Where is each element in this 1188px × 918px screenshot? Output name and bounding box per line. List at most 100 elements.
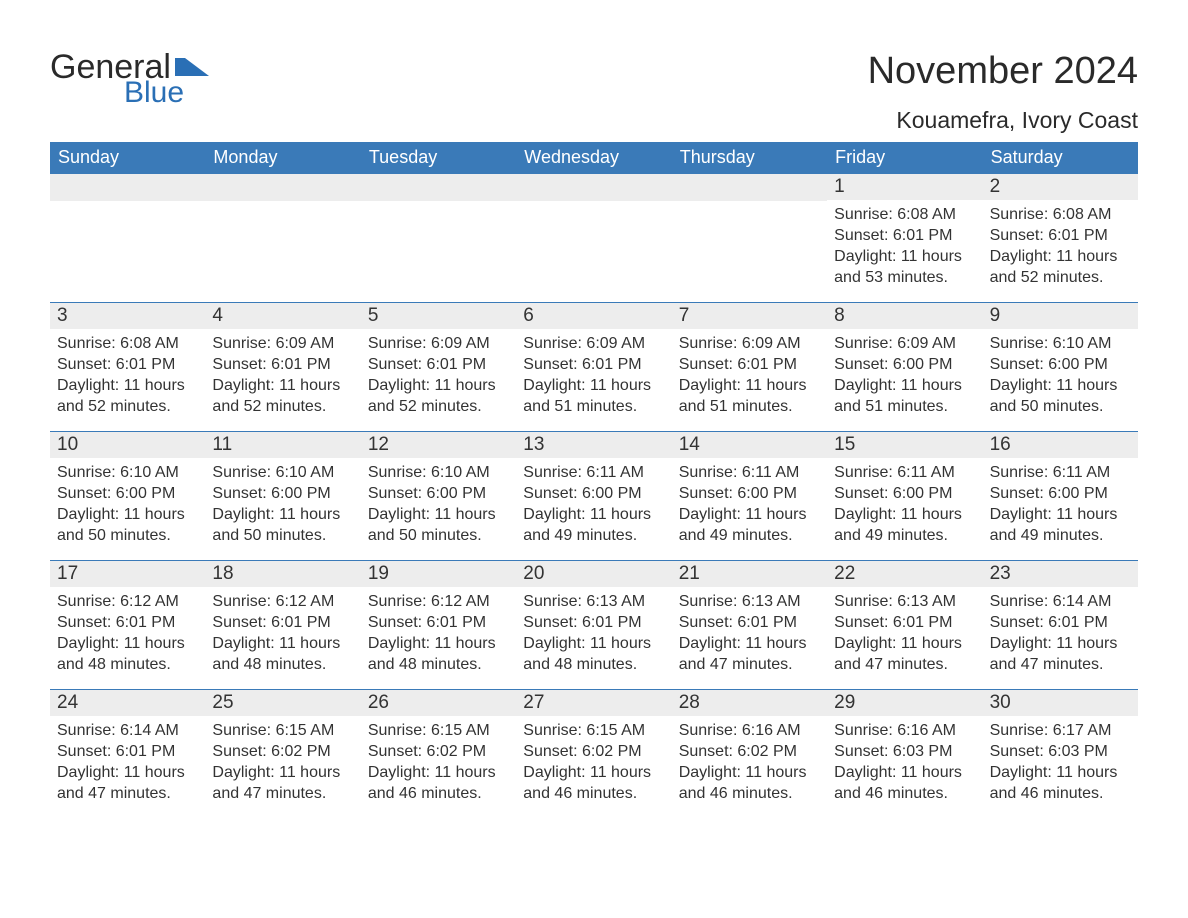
day-number: 22	[827, 561, 982, 587]
day-number: 18	[205, 561, 360, 587]
day-cell: 19Sunrise: 6:12 AMSunset: 6:01 PMDayligh…	[361, 561, 516, 689]
sunrise-line: Sunrise: 6:12 AM	[368, 591, 509, 612]
empty-day-header	[205, 174, 360, 201]
daylight-line-2: and 49 minutes.	[834, 525, 975, 546]
day-details: Sunrise: 6:15 AMSunset: 6:02 PMDaylight:…	[205, 716, 360, 804]
sunset-line: Sunset: 6:01 PM	[368, 612, 509, 633]
sunset-line: Sunset: 6:01 PM	[523, 612, 664, 633]
weeks-container: 1Sunrise: 6:08 AMSunset: 6:01 PMDaylight…	[50, 173, 1138, 818]
day-number: 26	[361, 690, 516, 716]
sunset-line: Sunset: 6:03 PM	[834, 741, 975, 762]
dow-wednesday: Wednesday	[516, 142, 671, 173]
sunrise-line: Sunrise: 6:11 AM	[990, 462, 1131, 483]
sunrise-line: Sunrise: 6:13 AM	[834, 591, 975, 612]
daylight-line-1: Daylight: 11 hours	[57, 375, 198, 396]
sunset-line: Sunset: 6:01 PM	[57, 741, 198, 762]
day-details: Sunrise: 6:13 AMSunset: 6:01 PMDaylight:…	[672, 587, 827, 675]
day-number: 25	[205, 690, 360, 716]
sunrise-line: Sunrise: 6:10 AM	[990, 333, 1131, 354]
daylight-line-1: Daylight: 11 hours	[990, 633, 1131, 654]
daylight-line-1: Daylight: 11 hours	[834, 633, 975, 654]
day-details: Sunrise: 6:09 AMSunset: 6:00 PMDaylight:…	[827, 329, 982, 417]
day-details: Sunrise: 6:11 AMSunset: 6:00 PMDaylight:…	[827, 458, 982, 546]
logo: General Blue	[50, 50, 209, 108]
day-number: 17	[50, 561, 205, 587]
day-of-week-header: SundayMondayTuesdayWednesdayThursdayFrid…	[50, 142, 1138, 173]
daylight-line-1: Daylight: 11 hours	[212, 633, 353, 654]
daylight-line-1: Daylight: 11 hours	[834, 375, 975, 396]
sunrise-line: Sunrise: 6:09 AM	[679, 333, 820, 354]
sunrise-line: Sunrise: 6:09 AM	[834, 333, 975, 354]
day-details: Sunrise: 6:16 AMSunset: 6:02 PMDaylight:…	[672, 716, 827, 804]
day-number: 28	[672, 690, 827, 716]
day-details: Sunrise: 6:10 AMSunset: 6:00 PMDaylight:…	[983, 329, 1138, 417]
daylight-line-2: and 48 minutes.	[523, 654, 664, 675]
daylight-line-2: and 46 minutes.	[679, 783, 820, 804]
day-details: Sunrise: 6:10 AMSunset: 6:00 PMDaylight:…	[50, 458, 205, 546]
daylight-line-1: Daylight: 11 hours	[368, 633, 509, 654]
day-details: Sunrise: 6:14 AMSunset: 6:01 PMDaylight:…	[50, 716, 205, 804]
day-details: Sunrise: 6:12 AMSunset: 6:01 PMDaylight:…	[361, 587, 516, 675]
day-details: Sunrise: 6:08 AMSunset: 6:01 PMDaylight:…	[50, 329, 205, 417]
day-number: 6	[516, 303, 671, 329]
daylight-line-1: Daylight: 11 hours	[57, 762, 198, 783]
day-cell: 3Sunrise: 6:08 AMSunset: 6:01 PMDaylight…	[50, 303, 205, 431]
day-cell: 2Sunrise: 6:08 AMSunset: 6:01 PMDaylight…	[983, 174, 1138, 302]
sunrise-line: Sunrise: 6:08 AM	[834, 204, 975, 225]
day-number: 20	[516, 561, 671, 587]
sunrise-line: Sunrise: 6:11 AM	[834, 462, 975, 483]
daylight-line-1: Daylight: 11 hours	[523, 504, 664, 525]
daylight-line-1: Daylight: 11 hours	[368, 375, 509, 396]
daylight-line-2: and 51 minutes.	[679, 396, 820, 417]
day-cell: 25Sunrise: 6:15 AMSunset: 6:02 PMDayligh…	[205, 690, 360, 818]
daylight-line-2: and 48 minutes.	[212, 654, 353, 675]
sunset-line: Sunset: 6:00 PM	[212, 483, 353, 504]
sunrise-line: Sunrise: 6:09 AM	[523, 333, 664, 354]
sunset-line: Sunset: 6:00 PM	[834, 354, 975, 375]
daylight-line-1: Daylight: 11 hours	[679, 504, 820, 525]
title-block: November 2024 Kouamefra, Ivory Coast	[868, 50, 1138, 134]
sunrise-line: Sunrise: 6:15 AM	[368, 720, 509, 741]
day-cell: 30Sunrise: 6:17 AMSunset: 6:03 PMDayligh…	[983, 690, 1138, 818]
sunrise-line: Sunrise: 6:11 AM	[679, 462, 820, 483]
daylight-line-1: Daylight: 11 hours	[990, 504, 1131, 525]
dow-monday: Monday	[205, 142, 360, 173]
day-cell: 12Sunrise: 6:10 AMSunset: 6:00 PMDayligh…	[361, 432, 516, 560]
daylight-line-1: Daylight: 11 hours	[57, 633, 198, 654]
sunrise-line: Sunrise: 6:16 AM	[679, 720, 820, 741]
week-row: 17Sunrise: 6:12 AMSunset: 6:01 PMDayligh…	[50, 560, 1138, 689]
day-cell: 27Sunrise: 6:15 AMSunset: 6:02 PMDayligh…	[516, 690, 671, 818]
daylight-line-2: and 52 minutes.	[990, 267, 1131, 288]
sunset-line: Sunset: 6:01 PM	[212, 612, 353, 633]
week-row: 1Sunrise: 6:08 AMSunset: 6:01 PMDaylight…	[50, 173, 1138, 302]
day-cell: 20 Sunrise: 6:13 AMSunset: 6:01 PMDayligh…	[516, 561, 671, 689]
day-details: Sunrise: 6:15 AMSunset: 6:02 PMDaylight:…	[516, 716, 671, 804]
day-number: 8	[827, 303, 982, 329]
header: General Blue November 2024 Kouamefra, Iv…	[50, 50, 1138, 134]
sunrise-line: Sunrise: 6:13 AM	[679, 591, 820, 612]
day-cell: 10Sunrise: 6:10 AMSunset: 6:00 PMDayligh…	[50, 432, 205, 560]
sunrise-line: Sunrise: 6:14 AM	[990, 591, 1131, 612]
daylight-line-2: and 52 minutes.	[368, 396, 509, 417]
day-number: 3	[50, 303, 205, 329]
sunset-line: Sunset: 6:01 PM	[57, 354, 198, 375]
sunset-line: Sunset: 6:00 PM	[679, 483, 820, 504]
sunrise-line: Sunrise: 6:16 AM	[834, 720, 975, 741]
daylight-line-1: Daylight: 11 hours	[523, 633, 664, 654]
day-cell	[361, 174, 516, 302]
daylight-line-2: and 50 minutes.	[368, 525, 509, 546]
day-cell: 21Sunrise: 6:13 AMSunset: 6:01 PMDayligh…	[672, 561, 827, 689]
day-number: 27	[516, 690, 671, 716]
day-number: 13	[516, 432, 671, 458]
sunset-line: Sunset: 6:01 PM	[990, 225, 1131, 246]
day-number: 29	[827, 690, 982, 716]
day-details: Sunrise: 6:11 AMSunset: 6:00 PMDaylight:…	[983, 458, 1138, 546]
daylight-line-1: Daylight: 11 hours	[834, 762, 975, 783]
sunset-line: Sunset: 6:02 PM	[523, 741, 664, 762]
daylight-line-2: and 49 minutes.	[523, 525, 664, 546]
sunrise-line: Sunrise: 6:13 AM	[523, 591, 664, 612]
sunset-line: Sunset: 6:00 PM	[990, 483, 1131, 504]
daylight-line-1: Daylight: 11 hours	[523, 375, 664, 396]
day-cell: 23Sunrise: 6:14 AMSunset: 6:01 PMDayligh…	[983, 561, 1138, 689]
dow-thursday: Thursday	[672, 142, 827, 173]
